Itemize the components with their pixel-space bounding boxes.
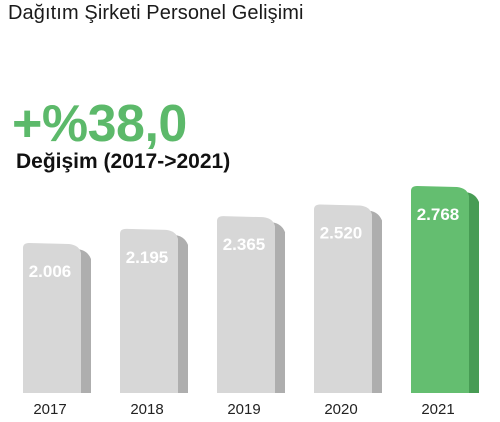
bar-2019 xyxy=(217,216,275,393)
bar-2018 xyxy=(120,228,178,393)
bar-value-label-2017: 2.006 xyxy=(29,262,72,281)
bar-group-2020: 2.520 2020 xyxy=(314,204,382,418)
bar-2017 xyxy=(23,242,81,393)
bar-value-label-2021: 2.768 xyxy=(417,205,460,224)
bar-group-2019: 2.365 2019 xyxy=(217,216,285,418)
bar-value-label-2018: 2.195 xyxy=(126,248,169,267)
bar-group-2021: 2.768 2021 xyxy=(411,186,479,418)
bar-value-label-2020: 2.520 xyxy=(320,224,363,243)
category-label-2017: 2017 xyxy=(33,401,66,418)
category-label-2021: 2021 xyxy=(421,401,454,418)
bar-group-2017: 2.006 2017 xyxy=(23,242,91,418)
category-label-2020: 2020 xyxy=(324,401,357,418)
bar-group-2018: 2.195 2018 xyxy=(120,228,188,418)
bar-value-label-2019: 2.365 xyxy=(223,235,266,254)
category-label-2019: 2019 xyxy=(227,401,260,418)
change-label: Değişim (2017->2021) xyxy=(16,150,231,173)
bar-2021 xyxy=(411,186,469,393)
change-value: +%38,0 xyxy=(12,95,187,153)
category-label-2018: 2018 xyxy=(130,401,163,418)
chart-title: Dağıtım Şirketi Personel Gelişimi xyxy=(8,2,304,24)
bar-2020 xyxy=(314,204,372,393)
